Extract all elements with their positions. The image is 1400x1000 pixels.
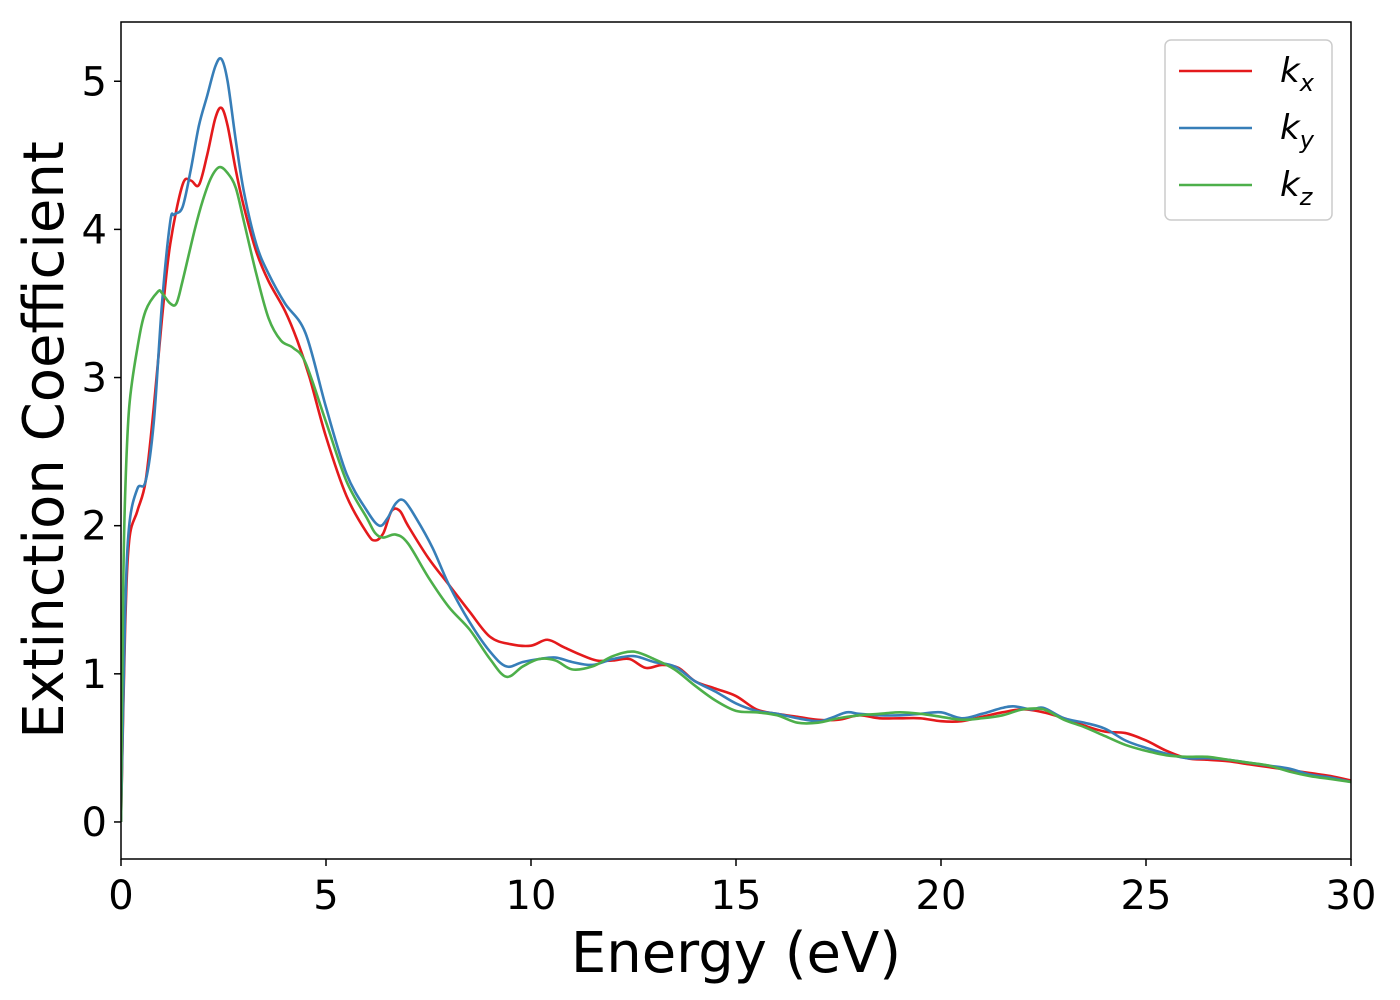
x-tick-label: 15 (711, 873, 762, 919)
series-line-k-y (121, 57, 1351, 822)
y-tick-label: 5 (82, 59, 107, 105)
x-tick-label: 20 (916, 873, 967, 919)
x-axis-label: Energy (eV) (571, 921, 901, 986)
legend-label-k-x: kx (1280, 51, 1315, 97)
y-tick-label: 2 (82, 504, 107, 550)
x-tick-label: 10 (506, 873, 557, 919)
x-tick-label: 0 (108, 873, 133, 919)
legend: kx ky kz (1164, 39, 1333, 221)
series-layer (121, 57, 1351, 822)
series-line-k-z (121, 165, 1351, 822)
x-tick-label: 25 (1121, 873, 1172, 919)
x-ticks: 0 5 10 15 20 25 30 (108, 859, 1376, 919)
y-tick-label: 3 (82, 356, 107, 402)
legend-label-k-z: kz (1280, 165, 1314, 211)
legend-items: kx ky kz (1179, 51, 1315, 211)
y-tick-label: 4 (82, 207, 107, 253)
legend-box (1164, 39, 1333, 221)
y-axis-label: Extinction Coefficient (12, 141, 77, 739)
y-ticks: 0 1 2 3 4 5 (82, 59, 121, 846)
x-tick-label: 30 (1326, 873, 1377, 919)
series-line-k-x (121, 106, 1351, 822)
legend-label-k-y: ky (1280, 108, 1315, 154)
x-tick-label: 5 (313, 873, 338, 919)
y-tick-label: 1 (82, 652, 107, 698)
y-tick-label: 0 (82, 800, 107, 846)
